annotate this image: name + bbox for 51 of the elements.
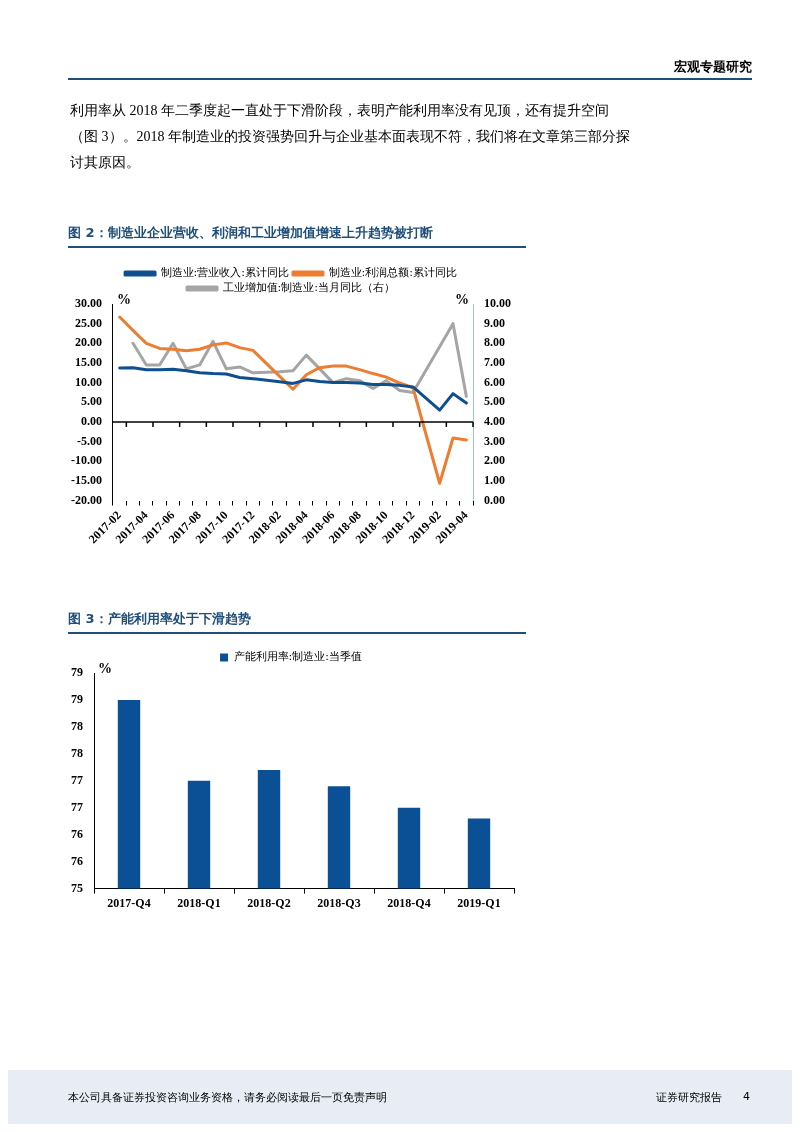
y2-tick-label: 8.00 [484,335,505,350]
y2-tick-label: 3.00 [484,433,505,448]
y2-tick-label: 2.00 [484,453,505,468]
text: 本公司具备证券投资咨询业务资格，请务必阅读最后一页免责声明 [68,1090,387,1105]
y2-tick-label: 6.00 [484,374,505,389]
y-tick-label: 77 [71,799,83,814]
y-tick-label: 79 [71,692,83,707]
legend-label: 制造业:营业收入:累计同比 [160,266,290,280]
text: 证券研究报告 [656,1090,722,1105]
y-tick-label: -10.00 [71,453,102,468]
y-tick-label: 10.00 [75,374,102,389]
y2-tick-label: 7.00 [484,355,505,370]
y2-axis-title: % [455,291,469,307]
y2-tick-label: 5.00 [484,394,505,409]
x-tick-label: 2018-Q2 [247,895,291,910]
y2-tick-label: 0.00 [484,492,505,507]
y-tick-label: -5.00 [77,433,102,448]
y-tick-label: 75 [71,880,83,895]
x-tick-label: 2019-Q1 [457,895,501,910]
y2-tick-label: 1.00 [484,472,505,487]
y2-tick-label: 10.00 [484,296,511,311]
y-tick-label: 76 [71,826,83,841]
y-tick-label: 77 [71,772,83,787]
legend-label: 产能利用率:制造业:当季值 [233,650,362,664]
y-tick-label: 78 [71,718,83,733]
y-tick-label: 76 [71,853,83,868]
y-tick-label: 25.00 [75,315,102,330]
y2-tick-label: 9.00 [484,315,505,330]
y-tick-label: 78 [71,745,83,760]
y-tick-label: 5.00 [81,394,102,409]
y-tick-label: 30.00 [75,296,102,311]
y-tick-label: -15.00 [71,472,102,487]
y-tick-label: 79 [71,665,83,680]
y-tick-label: -20.00 [71,492,102,507]
y-axis-title: % [98,660,112,676]
x-tick-label: 2018-Q3 [317,895,361,910]
text: 4 [743,1090,750,1103]
x-tick-label: 2017-Q4 [107,895,151,910]
chart-title: 图 2：制造业企业营收、利润和工业增加值增速上升趋势被打断 [68,220,526,248]
y2-tick-label: 4.00 [484,414,505,429]
y-tick-label: 20.00 [75,335,102,350]
legend-label: 工业增加值:制造业:当月同比（右） [222,281,395,295]
y-tick-label: 15.00 [75,355,102,370]
legend-label: 制造业:利润总额:累计同比 [328,266,457,280]
text: 宏观专题研究 [68,58,752,80]
y-tick-label: 0.00 [81,414,102,429]
x-tick-label: 2018-Q1 [177,895,221,910]
x-tick-label: 2018-Q4 [387,895,431,910]
y-axis-title: % [117,291,131,307]
chart-title: 图 3：产能利用率处于下滑趋势 [68,606,526,634]
text: 利用率从 2018 年二季度起一直处于下滑阶段，表明产能利用率没有见顶，还有提升空间（图 3）。2018 年制造业的投资强势回升与企业基本面表现不符，我们将在文章第三部分探讨其原因。 [70,102,630,172]
